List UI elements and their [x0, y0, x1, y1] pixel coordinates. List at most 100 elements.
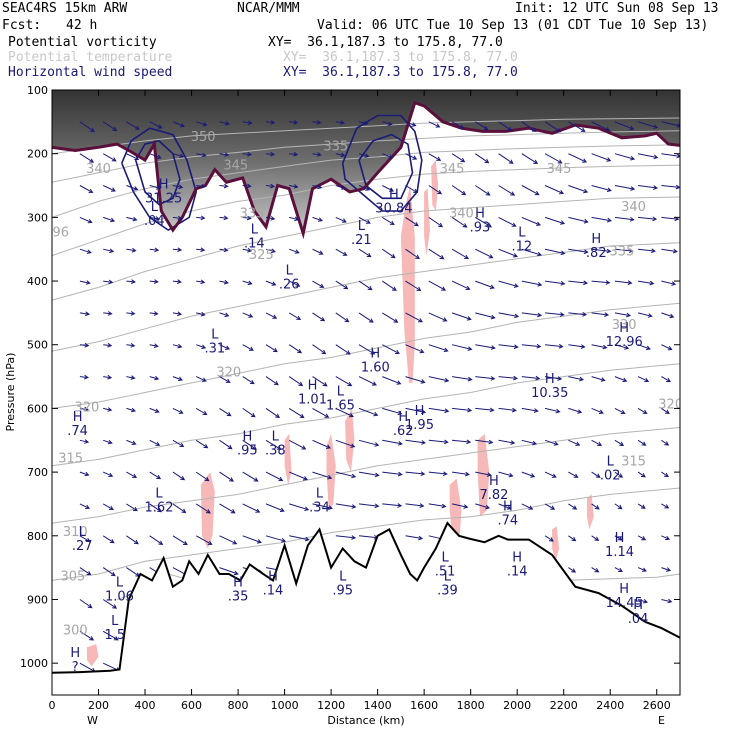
wind-vector — [219, 567, 239, 576]
pv-extremum-type: H — [415, 404, 425, 419]
wind-vector — [498, 216, 517, 227]
wind-vector — [103, 216, 116, 223]
stratospheric-pv-shading — [52, 90, 680, 234]
theta-value-label: 320 — [658, 397, 683, 412]
theta-value-label: 345 — [440, 162, 465, 177]
theta-contour — [52, 144, 680, 218]
wind-vector — [614, 280, 633, 285]
wind-vector — [172, 471, 186, 481]
wind-vector — [405, 471, 426, 477]
wind-vector — [149, 407, 160, 413]
wind-vector — [219, 439, 233, 450]
wind-vector — [568, 216, 589, 224]
wind-vector — [405, 248, 420, 260]
wind-vector — [521, 471, 536, 478]
wind-vector — [498, 407, 517, 413]
wind-vector — [637, 312, 653, 318]
pv-extremum-value: .31 — [204, 341, 225, 356]
wind-vector — [126, 121, 140, 130]
wind-vector — [172, 407, 184, 414]
wind-vector — [545, 376, 563, 381]
wind-vector — [195, 471, 210, 482]
wind-vector — [661, 344, 673, 351]
wind-vector — [521, 216, 541, 226]
wind-vector — [568, 248, 589, 255]
pv-extremum-value: .14 — [507, 564, 528, 579]
wind-vector — [219, 312, 230, 318]
pv-extremum-type: L — [444, 569, 452, 584]
wind-vector — [219, 503, 236, 514]
field-xy-theta: XY= 36.1,187.3 to 175.8, 77.0 — [283, 50, 518, 65]
wind-vector — [475, 153, 490, 164]
x-tick-label: 1200 — [317, 699, 345, 712]
wind-vector — [358, 439, 380, 447]
pv-extremum-type: H — [619, 321, 629, 336]
wind-vector — [102, 599, 118, 609]
wind-vector — [79, 153, 95, 163]
wind-vector — [452, 407, 473, 413]
wind-vector — [126, 439, 137, 445]
wind-vector — [451, 121, 465, 129]
wind-vector — [568, 185, 589, 194]
y-tick-label: 800 — [27, 530, 48, 543]
wind-vector — [126, 535, 139, 545]
wind-vector — [335, 120, 346, 125]
pv-shaded-region — [587, 494, 594, 530]
wind-vector — [638, 216, 658, 222]
wind-vector — [451, 248, 470, 260]
wind-vector — [288, 439, 307, 450]
wind-vector — [637, 535, 647, 541]
wind-vector — [242, 344, 254, 351]
pv-extremum-value: 1.62 — [145, 501, 174, 516]
pv-extremum-type: H — [619, 582, 629, 597]
pv-extremum-type: H — [512, 550, 522, 565]
wind-vector — [637, 407, 648, 415]
wind-vector — [265, 183, 276, 189]
wind-vector — [544, 407, 561, 414]
wind-vector — [79, 630, 95, 641]
pv-extremum-value: .02 — [600, 469, 621, 484]
wind-vector — [661, 598, 673, 604]
wind-vector — [126, 567, 141, 577]
wind-vector — [405, 216, 419, 227]
wind-vector — [312, 376, 328, 387]
wind-vector — [126, 375, 136, 380]
wind-vector — [405, 407, 427, 415]
wind-vector — [591, 121, 611, 132]
wind-vector — [428, 471, 448, 477]
pv-extremum-type: H — [159, 178, 169, 193]
wind-vector — [382, 216, 395, 226]
pv-extremum-value: 1.95 — [405, 418, 434, 433]
wind-vector — [428, 503, 447, 509]
pv-extremum-type: H — [308, 378, 318, 393]
wind-vector — [591, 567, 600, 573]
wind-vector — [358, 534, 379, 540]
wind-vector — [195, 535, 213, 545]
wind-vector — [149, 535, 164, 545]
theta-value-label: 296 — [44, 225, 69, 240]
pv-extremum-value: .93 — [470, 220, 491, 235]
wind-vector — [312, 503, 334, 510]
y-tick-label: 900 — [27, 593, 48, 606]
wind-vector — [335, 439, 356, 448]
theta-contour — [52, 302, 680, 409]
x-tick-label: 2000 — [503, 699, 531, 712]
wind-vector — [638, 185, 659, 190]
wind-vector — [79, 599, 93, 609]
pv-extremum-value: .38 — [265, 443, 286, 458]
wind-vector — [382, 407, 403, 416]
wind-vector — [358, 503, 380, 509]
pv-extremum-type: H — [591, 232, 601, 247]
wind-vector — [172, 247, 183, 253]
wind-vector — [102, 153, 117, 162]
wind-vector — [79, 216, 93, 224]
wind-vector — [149, 247, 160, 253]
pv-extremum-value: .04 — [628, 612, 649, 627]
wind-vector — [405, 185, 418, 194]
pv-extremum-type: L — [155, 487, 163, 502]
wind-vector — [498, 153, 514, 164]
wind-vector — [638, 280, 655, 286]
wind-vector — [661, 184, 680, 190]
wind-vector — [475, 376, 496, 381]
wind-vector — [126, 279, 136, 284]
